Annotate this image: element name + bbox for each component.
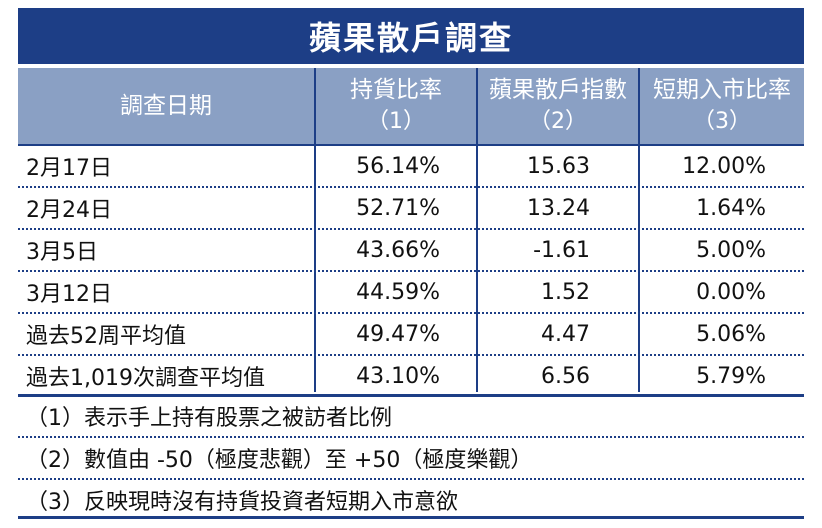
row-date: 過去52周平均值	[26, 324, 186, 349]
header-date: 調查日期	[18, 68, 314, 144]
survey-table: 蘋果散戶調查 調查日期 持貨比率 （1） 蘋果散戶指數 （2） 短期入市比率 （…	[18, 8, 804, 522]
header-retail-index: 蘋果散戶指數 （2）	[478, 68, 638, 144]
table-row: 3月5日 43.66% -1.61 5.00%	[18, 230, 804, 270]
column-divider-3	[638, 68, 640, 392]
table-row: 3月12日 44.59% 1.52 0.00%	[18, 272, 804, 312]
column-divider-2	[476, 68, 478, 392]
row-entry: 12.00%	[682, 153, 766, 179]
row-entry: 5.79%	[696, 363, 766, 389]
row-holding: 52.71%	[356, 195, 440, 221]
table-header: 調查日期 持貨比率 （1） 蘋果散戶指數 （2） 短期入市比率 （3）	[18, 68, 804, 144]
row-holding: 43.10%	[356, 363, 440, 389]
header-date-label: 調查日期	[120, 93, 212, 119]
row-date: 3月5日	[26, 240, 98, 265]
header-index-num: （2）	[529, 109, 587, 134]
footnote-divider	[18, 436, 804, 438]
footnote-3: （3）反映現時沒有持貨投資者短期入市意欲	[26, 490, 458, 515]
footnote-1: （1）表示手上持有股票之被訪者比例	[26, 406, 392, 431]
row-entry: 5.00%	[696, 237, 766, 263]
header-entry-num: （3）	[693, 109, 751, 134]
row-index: 1.52	[541, 279, 590, 305]
row-index: 13.24	[527, 195, 590, 221]
row-date: 3月12日	[26, 282, 112, 307]
row-divider	[18, 270, 804, 272]
header-entry-label: 短期入市比率	[653, 77, 791, 103]
header-entry-ratio: 短期入市比率 （3）	[640, 68, 804, 144]
row-holding: 43.66%	[356, 237, 440, 263]
table-bottom-rule	[18, 516, 804, 519]
row-divider	[18, 228, 804, 230]
header-index-label: 蘋果散戶指數	[489, 77, 627, 103]
row-index: -1.61	[533, 237, 590, 263]
header-bottom-rule	[18, 144, 804, 146]
footnote-2: （2）數值由 -50（極度悲觀）至 +50（極度樂觀）	[26, 448, 533, 473]
footnote-divider	[18, 478, 804, 480]
table-body-bottom-rule	[18, 394, 804, 397]
column-divider-1	[314, 68, 316, 392]
header-holding-num: （1）	[367, 109, 425, 134]
table-row: 過去52周平均值 49.47% 4.47 5.06%	[18, 314, 804, 354]
table-row: 過去1,019次調查平均值 43.10% 6.56 5.79%	[18, 356, 804, 396]
row-index: 4.47	[541, 321, 590, 347]
row-date: 2月17日	[26, 156, 112, 181]
row-date: 2月24日	[26, 198, 112, 223]
row-holding: 44.59%	[356, 279, 440, 305]
table-title: 蘋果散戶調查	[18, 8, 804, 64]
row-divider	[18, 186, 804, 188]
row-index: 6.56	[541, 363, 590, 389]
table-row: 2月24日 52.71% 13.24 1.64%	[18, 188, 804, 228]
header-holding-label: 持貨比率	[350, 77, 442, 103]
header-holding-ratio: 持貨比率 （1）	[316, 68, 476, 144]
row-entry: 0.00%	[696, 279, 766, 305]
row-entry: 5.06%	[696, 321, 766, 347]
row-divider	[18, 354, 804, 356]
row-holding: 49.47%	[356, 321, 440, 347]
row-holding: 56.14%	[356, 153, 440, 179]
row-date: 過去1,019次調查平均值	[26, 366, 265, 391]
row-index: 15.63	[527, 153, 590, 179]
table-row: 2月17日 56.14% 15.63 12.00%	[18, 146, 804, 186]
row-entry: 1.64%	[696, 195, 766, 221]
row-divider	[18, 312, 804, 314]
